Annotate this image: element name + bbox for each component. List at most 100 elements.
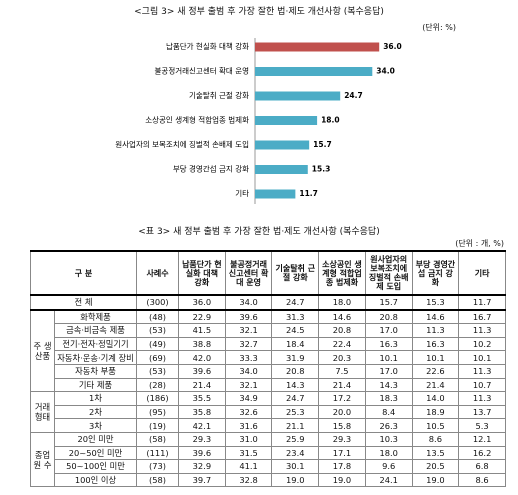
cell: 18.0 — [364, 445, 413, 461]
value-label: 34.0 — [376, 67, 395, 76]
column-header: 원사업자의 보복조치에 징벌적 손배제 도입 — [364, 250, 413, 296]
cell: 8.6 — [458, 472, 506, 488]
table-row: 자동차 부품 (53) 39.6 34.0 20.8 7.5 17.0 22.6 11.3 — [31, 363, 506, 379]
cell: 13.5 — [411, 445, 460, 461]
value-label: 15.3 — [312, 165, 331, 174]
row-label: 화학제품 — [53, 309, 138, 325]
cell: 20.8 — [318, 323, 366, 338]
cell: 22.6 — [411, 363, 460, 379]
column-header: 사례수 — [136, 250, 180, 296]
cell: 14.3 — [271, 377, 320, 393]
cell: 38.8 — [178, 336, 226, 352]
table-row: 거래 형태 1차 (186) 35.5 34.9 24.7 17.2 18.3 14.0 11.3 — [30, 391, 506, 433]
cell: 10.2 — [458, 336, 506, 352]
table-row: 주 생산품 화학제품 (48) 22.9 39.6 31.3 14.6 20.8 14.6 16.… — [30, 309, 506, 393]
cell: 34.0 — [224, 294, 273, 311]
column-header: 불공정거래 신고센터 확대 운영 — [224, 250, 273, 296]
cell: (48) — [136, 309, 180, 325]
chart-unit: (단위: %) — [422, 23, 456, 32]
cell: 22.9 — [178, 309, 226, 325]
cell: 39.6 — [224, 309, 273, 325]
cell: (111) — [136, 445, 180, 461]
cell: 39.7 — [178, 472, 226, 488]
bar — [255, 189, 296, 199]
cell: 34.0 — [224, 363, 273, 379]
cell: 14.6 — [318, 309, 366, 325]
group-label: 주 생산품 — [30, 309, 55, 393]
row-label: 20인 미만 — [53, 431, 138, 447]
cell: 10.1 — [411, 350, 460, 365]
cell: 17.0 — [364, 323, 413, 338]
column-header: 구 분 — [29, 250, 138, 296]
cell: 20.8 — [364, 309, 413, 325]
cell: 32.1 — [224, 377, 273, 393]
bar — [255, 91, 341, 101]
cell: 41.1 — [224, 459, 273, 474]
table-row: 3차 (19) 42.1 31.6 21.1 15.8 26.3 10.5 5.3 — [31, 418, 506, 433]
cell: 26.3 — [364, 418, 413, 433]
cell: 20.8 — [271, 363, 320, 379]
cell: 8.4 — [364, 404, 413, 420]
bar — [255, 140, 310, 150]
column-header: 소상공인 생계형 적합업종 법제화 — [318, 250, 366, 296]
cell: (69) — [136, 350, 180, 365]
category-label: 소상공인 생계형 적합업종 법제화 — [145, 115, 249, 125]
table-row: 기타 제품 (28) 21.4 32.1 14.3 21.4 14.3 21.4 10.7 — [31, 377, 506, 393]
row-label: 자동차·운송·기계 장비 — [53, 350, 138, 365]
cell: 32.8 — [224, 472, 273, 488]
cell: 21.4 — [178, 377, 226, 393]
category-label: 기술탈취 근절 강화 — [189, 90, 249, 100]
cell: 14.0 — [411, 391, 460, 406]
cell: (19) — [136, 418, 180, 433]
total-row: 전 체 (300) 36.0 34.0 24.7 18.0 15.7 15.3 11.7 — [29, 294, 506, 311]
table-row: 금속·비금속 제품 (53) 41.5 32.1 24.5 20.8 17.0 11.3 11.… — [31, 323, 506, 338]
cell: 11.7 — [458, 294, 506, 311]
column-header: 납품단가 현실화 대책 강화 — [178, 250, 226, 296]
category-label: 불공정거래신고센터 확대 운영 — [155, 66, 249, 76]
chart: 납품단가 현실화 대책 강화 36.0 불공정거래신고센터 확대 운영 34.0 기술탈… — [115, 38, 402, 204]
table-row: 전기·전자·정밀기기 (49) 38.8 32.7 18.4 22.4 16.3 16.3 10… — [31, 336, 506, 352]
cell: 11.3 — [458, 323, 506, 338]
row-label: 100인 이상 — [53, 472, 138, 488]
row-label: 기타 제품 — [53, 377, 138, 393]
cell: 11.3 — [458, 391, 506, 406]
column-header: 기술탈취 근절 강화 — [271, 250, 320, 296]
cell: 19.0 — [318, 472, 366, 488]
cell: (300) — [136, 294, 180, 311]
cell: 19.0 — [411, 472, 460, 488]
cell: 20.3 — [318, 350, 366, 365]
table-row: 2차 (95) 35.8 32.6 25.3 20.0 8.4 18.9 13.7 — [31, 404, 506, 420]
cell: (53) — [136, 323, 180, 338]
cell: (58) — [136, 472, 180, 488]
cell: 42.1 — [178, 418, 226, 433]
cell: 41.5 — [178, 323, 226, 338]
table-row: 종업원 수 20인 미만 (58) 29.3 31.0 25.9 29.3 10.3 8.6 12… — [30, 431, 506, 488]
group-label: 종업원 수 — [30, 431, 55, 488]
cell: 10.7 — [458, 377, 506, 393]
cell: 17.1 — [318, 445, 366, 461]
cell: 15.3 — [411, 294, 460, 311]
cell: 18.3 — [364, 391, 413, 406]
row-label: 1차 — [53, 391, 138, 406]
value-label: 36.0 — [383, 42, 402, 51]
cell: 16.3 — [364, 336, 413, 352]
value-label: 15.7 — [313, 140, 332, 149]
cell: 18.9 — [411, 404, 460, 420]
cell: 30.1 — [271, 459, 320, 474]
table-row: 자동차·운송·기계 장비 (69) 42.0 33.3 31.9 20.3 10.1 10.1… — [31, 350, 506, 365]
table-unit: (단위 : 개, %) — [455, 239, 504, 248]
cell: 10.3 — [364, 431, 413, 447]
cell: (53) — [136, 363, 180, 379]
value-label: 11.7 — [299, 189, 318, 198]
cell: 36.0 — [178, 294, 226, 311]
cell: 16.7 — [458, 309, 506, 325]
cell: 13.7 — [458, 404, 506, 420]
cell: 16.3 — [411, 336, 460, 352]
category-label: 부당 경영간섭 금지 강화 — [173, 164, 249, 174]
cell: 7.5 — [318, 363, 366, 379]
cell: 5.3 — [458, 418, 506, 433]
group-label: 거래 형태 — [30, 391, 55, 433]
cell: 24.5 — [271, 323, 320, 338]
cell: 32.1 — [224, 323, 273, 338]
